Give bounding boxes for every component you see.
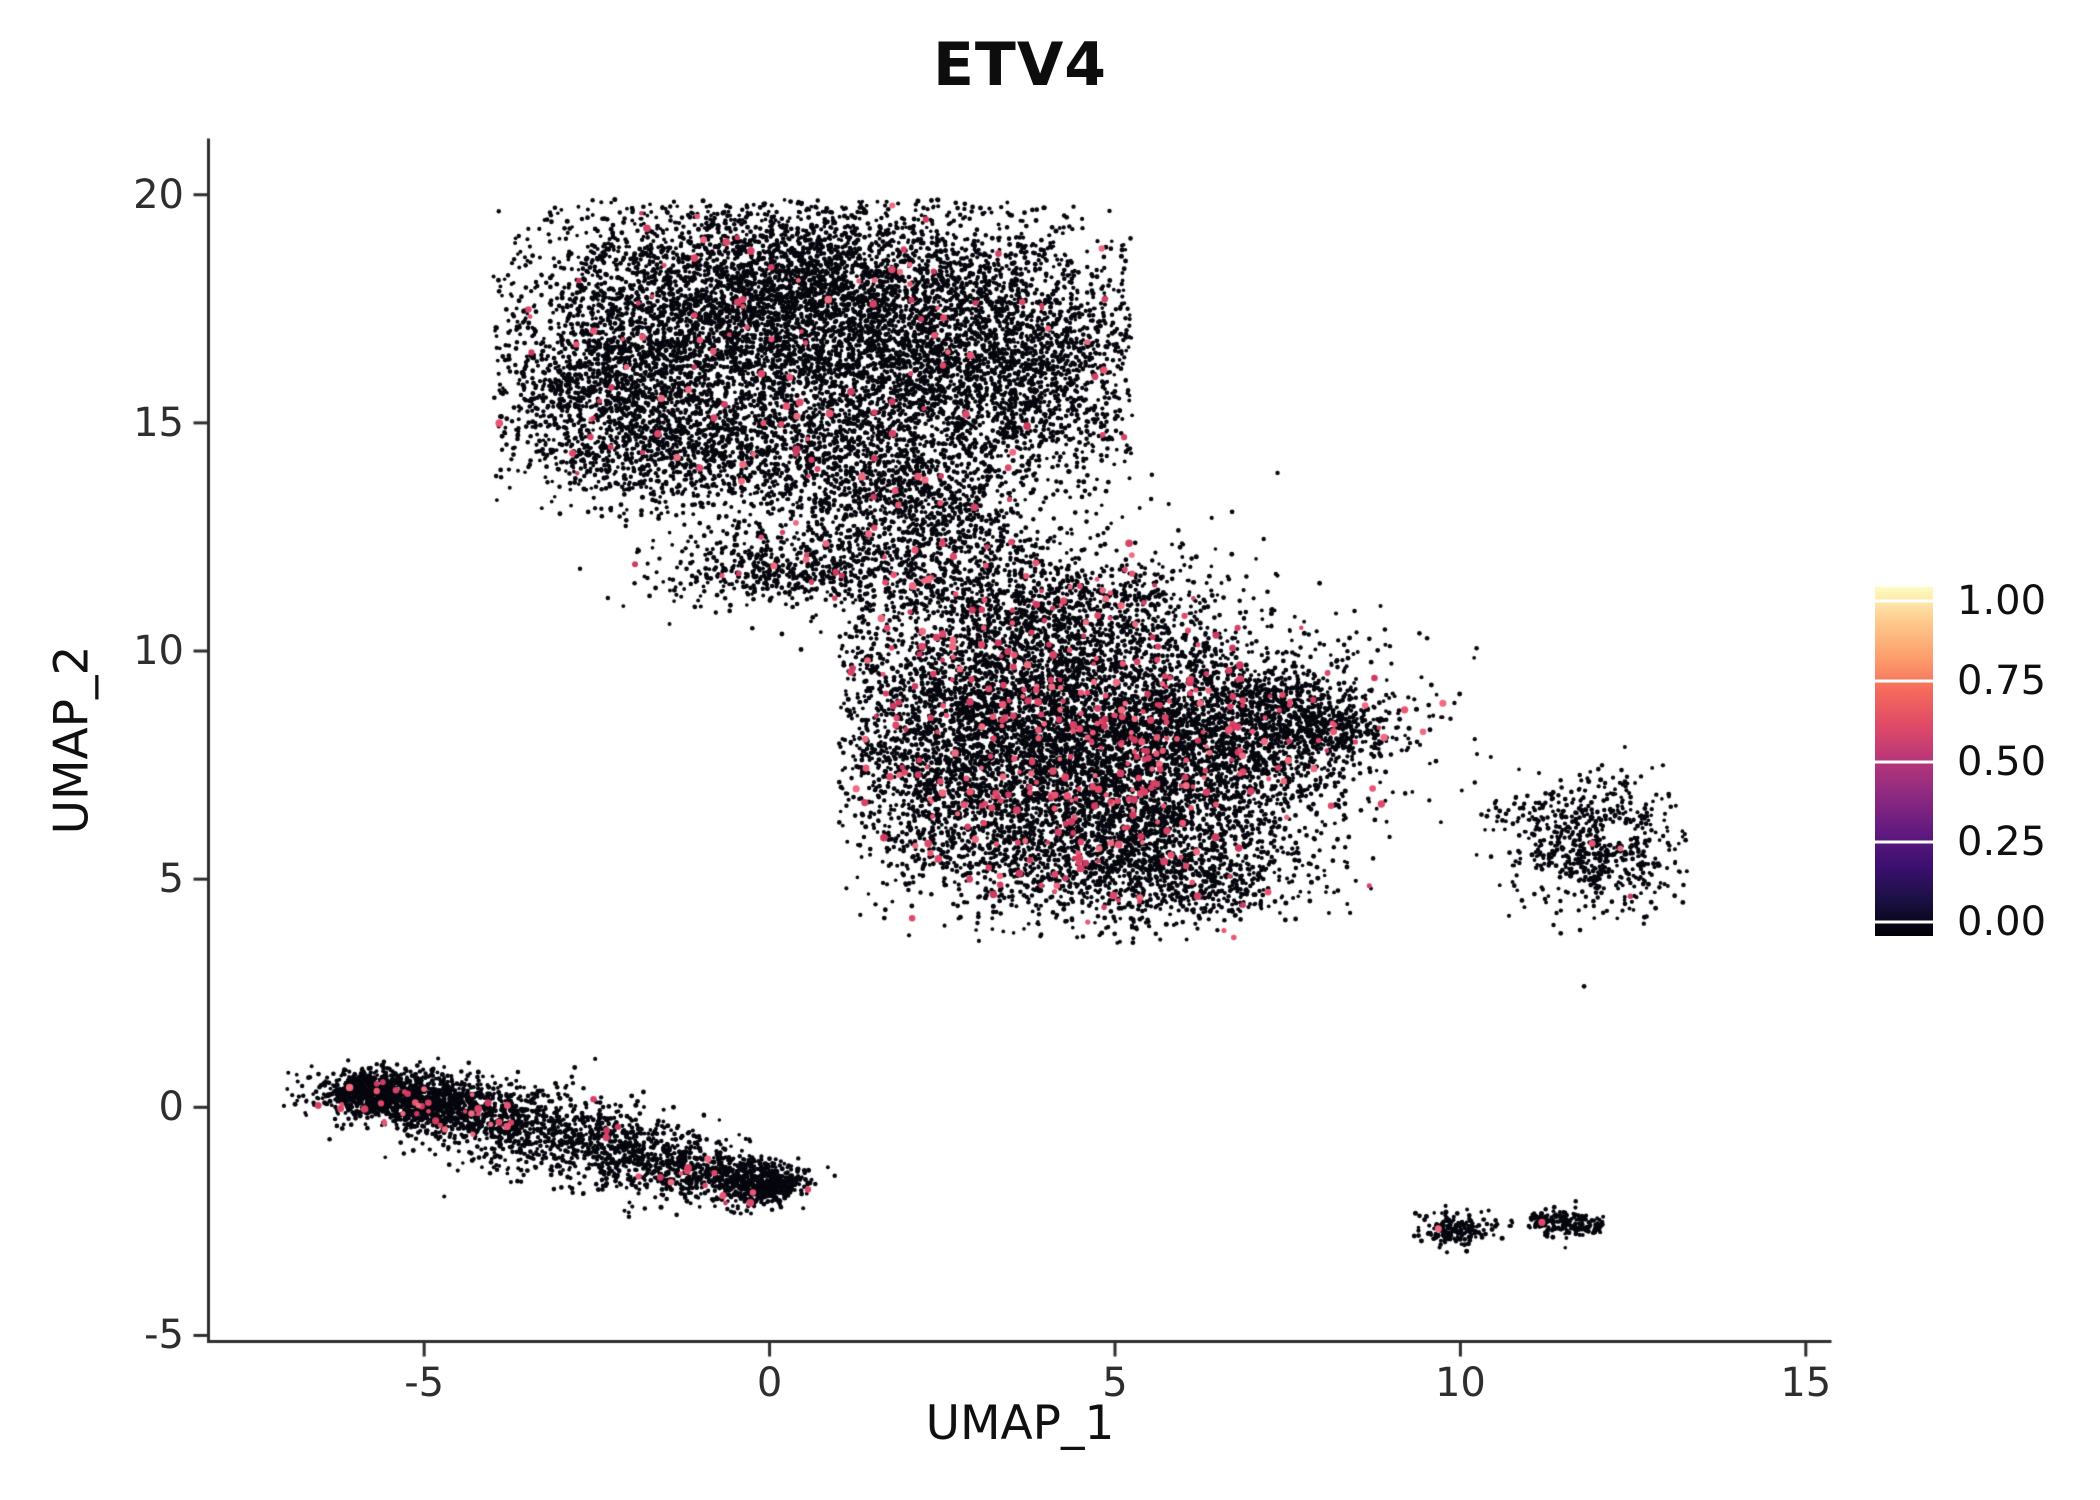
colorbar-tick-line [1875, 920, 1933, 924]
x-tick-label: -5 [404, 1360, 445, 1406]
y-tick-label: 15 [133, 399, 184, 446]
colorbar-tick-label: 0.50 [1957, 738, 2047, 785]
colorbar-tick-line [1875, 679, 1933, 683]
colorbar-tick-label: 1.00 [1957, 577, 2047, 624]
colorbar-tick-line [1875, 840, 1933, 844]
x-axis-label: UMAP_1 [925, 1396, 1115, 1451]
colorbar-tick-line [1875, 599, 1933, 603]
colorbar-tick-label: 0.25 [1957, 818, 2047, 865]
y-tick-label: -5 [144, 1312, 184, 1359]
x-tick-label: 10 [1434, 1360, 1486, 1406]
y-tick-label: 5 [158, 856, 184, 903]
colorbar-tick-label: 0.75 [1957, 658, 2047, 705]
plot-title: ETV4 [932, 30, 1108, 100]
y-tick-label: 0 [158, 1084, 184, 1131]
colorbar-tick-label: 0.00 [1957, 899, 2047, 946]
y-tick-label: 20 [133, 171, 184, 218]
colorbar-tick-line [1875, 760, 1933, 763]
x-tick-label: 0 [756, 1360, 783, 1406]
y-tick-label: 10 [133, 628, 184, 675]
x-tick-label: 5 [1102, 1360, 1128, 1406]
x-tick-label: 15 [1780, 1360, 1832, 1406]
